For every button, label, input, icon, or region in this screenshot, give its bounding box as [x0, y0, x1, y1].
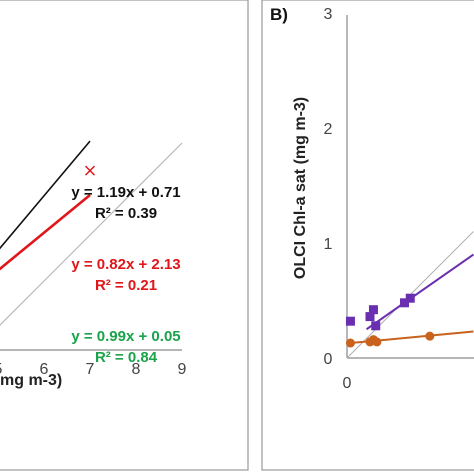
data-point-square	[400, 298, 409, 308]
data-point-circle	[425, 331, 435, 341]
data-point-square	[345, 316, 355, 326]
equation-label: y = 1.19x + 0.71	[71, 184, 180, 201]
panel-b-label: B)	[270, 5, 288, 24]
data-point-square	[365, 312, 375, 322]
panel-a-x-axis-label: mg m-3)	[0, 372, 62, 389]
y-tick-label: 0	[324, 351, 333, 368]
equation-label: y = 0.99x + 0.05	[71, 328, 180, 345]
one-to-one-line	[0, 142, 183, 326]
series-line-red	[0, 193, 91, 271]
data-point-square	[405, 293, 415, 303]
panel-a-one-to-one-line	[0, 142, 183, 326]
data-point-circle	[345, 338, 355, 348]
x-tick-label: 0	[343, 375, 352, 392]
r-squared-label: R² = 0.39	[95, 205, 157, 222]
x-tick-label: 5	[0, 361, 3, 378]
data-point-circle	[372, 337, 382, 347]
panel-a-frame	[0, 0, 249, 471]
x-tick-label: 9	[178, 361, 187, 378]
y-tick-label: 1	[324, 236, 333, 253]
data-point-square	[371, 321, 381, 331]
panel-a: 5 6 7 8 9 y = 1.19x + 0.71 R² = 0.39 y = 0.82x…	[0, 0, 249, 471]
r-squared-label: R² = 0.84	[95, 349, 158, 366]
x-tick-label: 7	[86, 361, 95, 378]
data-point-square	[368, 305, 378, 315]
x-marker-stroke	[84, 165, 96, 176]
panel-a-series	[0, 140, 91, 271]
r-squared-label: R² = 0.21	[95, 277, 157, 294]
panel-b: B) 0 1 2 3 0 OLCI Chl-a sat (mg m-3)	[261, 0, 474, 471]
equation-label: y = 0.82x + 2.13	[71, 256, 180, 273]
panel-a-equations: y = 1.19x + 0.71 R² = 0.39 y = 0.82x + 2.1…	[71, 184, 180, 366]
y-tick-label: 2	[324, 121, 333, 138]
panel-b-x-ticks: 0	[343, 375, 352, 392]
panel-b-points	[345, 293, 435, 348]
fit-line-purple	[365, 253, 474, 331]
panel-b-frame	[261, 0, 474, 471]
panel-a-x-ticks: 5 6 7 8 9	[0, 361, 187, 378]
x-marker	[84, 165, 96, 176]
y-tick-label: 3	[324, 6, 333, 23]
panel-b-y-ticks: 0 1 2 3	[324, 6, 333, 368]
panel-a-markers	[84, 165, 96, 176]
panel-b-y-axis-label: OLCI Chl-a sat (mg m-3)	[292, 97, 309, 279]
x-tick-label: 8	[132, 361, 141, 378]
series-line-black	[0, 140, 91, 250]
x-tick-label: 6	[40, 361, 49, 378]
